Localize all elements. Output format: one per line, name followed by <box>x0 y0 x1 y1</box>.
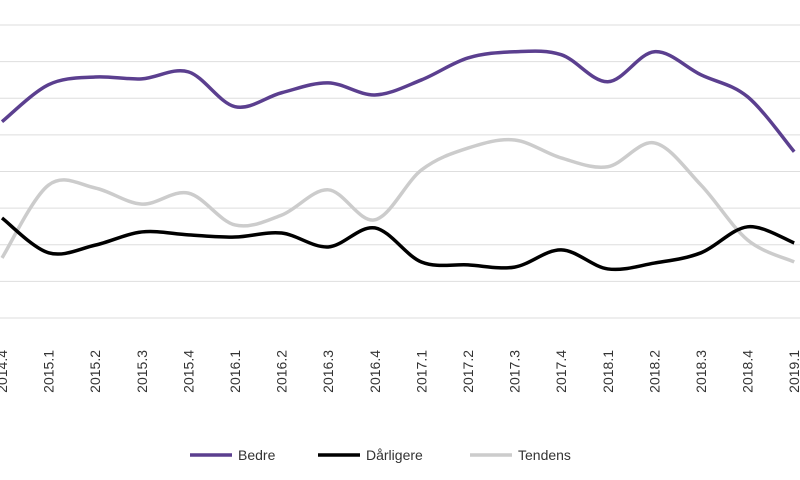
x-tick-label: 2015.3 <box>134 350 150 393</box>
x-tick-label: 2014.4 <box>0 350 10 393</box>
x-tick-label: 2018.4 <box>740 350 756 393</box>
x-tick-label: 2016.1 <box>227 350 243 393</box>
x-tick-label: 2019.1 <box>786 350 800 393</box>
x-tick-label: 2017.4 <box>553 350 569 393</box>
x-tick-label: 2017.2 <box>460 350 476 393</box>
line <box>0 137 795 264</box>
x-tick-label: 2016.4 <box>367 350 383 393</box>
x-tick-label: 2016.2 <box>274 350 290 393</box>
line <box>0 49 796 153</box>
x-tick-label: 2015.1 <box>41 350 57 393</box>
legend-label: Dårligere <box>366 447 423 463</box>
legend-label: Bedre <box>238 447 276 463</box>
x-tick-label: 2015.4 <box>180 350 196 393</box>
x-tick-label: 2017.1 <box>413 350 429 393</box>
x-tick-label: 2018.1 <box>600 350 616 393</box>
x-tick-label: 2016.3 <box>320 350 336 393</box>
x-tick-label: 2018.3 <box>693 350 709 393</box>
x-tick-label: 2015.2 <box>87 350 103 393</box>
legend-label: Tendens <box>518 447 571 463</box>
x-tick-label: 2018.2 <box>646 350 662 393</box>
x-tick-label: 2017.3 <box>507 350 523 393</box>
line <box>0 216 795 272</box>
